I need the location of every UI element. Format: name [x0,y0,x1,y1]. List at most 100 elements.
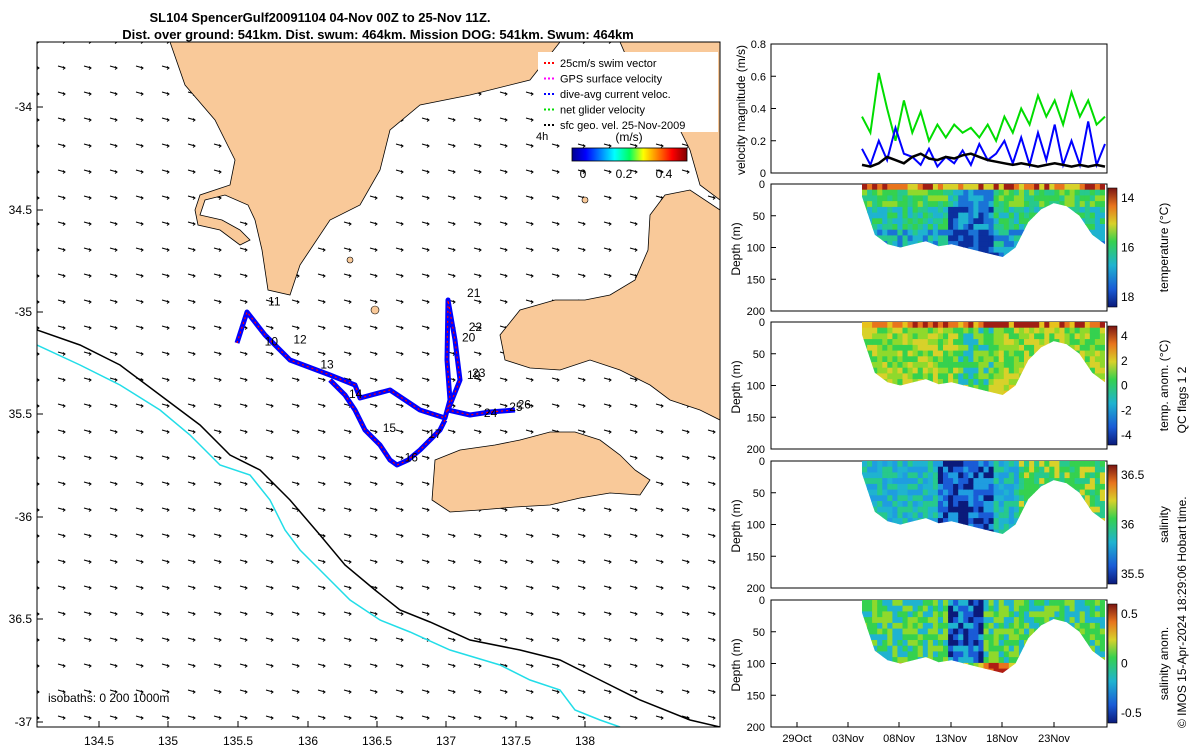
heatmap-cell [1089,184,1096,191]
heatmap-cell [948,489,954,496]
heatmap-cell [917,617,924,624]
heatmap-cell [988,235,995,242]
heatmap-cell [912,628,919,635]
heatmap-cell [1018,466,1025,473]
heatmap-cell [998,362,1005,369]
heatmap-cell [897,184,904,191]
heatmap-cell [1024,622,1030,630]
heatmap-cell [892,224,899,231]
heatmap-cell [993,478,1000,485]
heatmap-cell [1044,339,1050,346]
heatmap-cell [937,224,944,231]
heatmap-cell [1013,229,1020,236]
heatmap-cell [968,322,974,329]
heatmap-cell [1024,600,1030,607]
heatmap-cell [963,634,969,641]
heatmap-cell [872,184,878,191]
heatmap-cell [998,344,1005,352]
heatmap-cell [1008,645,1015,652]
heatmap-cell [978,662,985,670]
heatmap-cell [978,518,985,525]
heatmap-cell [968,235,974,242]
heatmap-cell [1099,489,1105,496]
section-colorbar [1107,464,1118,585]
heatmap-cell [897,235,904,242]
heatmap-cell [1099,189,1105,196]
heatmap-cell [973,212,980,219]
heatmap-cell [1054,333,1061,340]
heatmap-cell [1034,600,1040,607]
heatmap-cell [998,212,1005,219]
heatmap-cell [998,379,1005,386]
heatmap-cell [1008,224,1015,231]
heatmap-cell [862,466,868,473]
heatmap-cell [922,235,929,242]
heatmap-cell [917,356,924,363]
heatmap-cell [872,218,878,225]
colorbar-tick-label: 0.5 [1121,607,1138,621]
heatmap-cell [1008,466,1015,473]
heatmap-cell [892,472,899,479]
heatmap-cell [922,483,929,491]
heatmap-cell [892,333,899,340]
heatmap-cell [1059,617,1066,624]
heatmap-cell [948,634,954,641]
heatmap-cell [1013,645,1020,652]
heatmap-cell [998,478,1005,485]
heatmap-cell [1064,189,1071,196]
heatmap-cell [1008,617,1015,624]
heatmap-cell [1064,461,1071,468]
heatmap-cell [892,611,899,618]
heatmap-cell [993,350,1000,357]
heatmap-cell [1054,466,1061,473]
heatmap-cell [1003,384,1010,392]
heatmap-cell [912,356,919,363]
heatmap-cell [887,622,893,630]
velocity-tick-label: 0.8 [751,39,766,51]
heatmap-cell [887,218,893,225]
heatmap-cell [892,206,899,214]
heatmap-cell [988,333,995,340]
heatmap-cell [953,495,959,502]
colorbar-tick-label: 14 [1121,191,1135,205]
heatmap-cell [907,206,914,214]
heatmap-cell [1013,218,1020,225]
heatmap-cell [882,322,888,329]
heatmap-cell [948,483,954,491]
heatmap-cell [877,501,883,508]
heatmap-cell [943,224,949,231]
heatmap-cell [927,367,934,374]
heatmap-cell [917,367,924,374]
heatmap-cell [1024,489,1030,496]
heatmap-cell [1044,322,1050,329]
heatmap-cell [943,495,949,502]
heatmap-cell [937,645,944,652]
heatmap-cell [932,495,939,502]
heatmap-cell [1003,466,1010,473]
heatmap-cell [1018,201,1025,208]
heatmap-cell [993,322,1000,329]
heatmap-cell [887,512,893,519]
heatmap-cell [1099,617,1105,624]
heatmap-cell [973,362,980,369]
heatmap-cell [877,495,883,502]
heatmap-cell [1008,483,1015,491]
heatmap-cell [973,344,980,352]
heatmap-cell [958,206,964,214]
heatmap-cell [963,518,969,525]
heatmap-cell [978,224,985,231]
heatmap-cell [897,461,904,468]
heatmap-cell [1079,622,1086,630]
heatmap-cell [968,495,974,502]
heatmap-cell [902,339,909,346]
heatmap-cell [1094,501,1101,508]
heatmap-cell [887,640,893,647]
heatmap-cell [897,634,904,641]
heatmap-cell [953,645,959,652]
heatmap-cell [902,379,909,386]
heatmap-cell [1084,212,1091,219]
heatmap-cell [948,651,954,658]
heatmap-cell [917,600,924,607]
heatmap-cell [1013,184,1020,191]
